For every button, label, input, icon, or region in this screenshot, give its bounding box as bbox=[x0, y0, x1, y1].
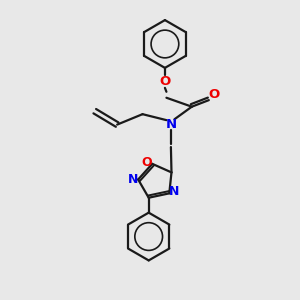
Text: N: N bbox=[165, 118, 176, 131]
Text: O: O bbox=[142, 156, 152, 169]
Text: N: N bbox=[169, 185, 179, 198]
Text: N: N bbox=[128, 173, 139, 186]
Text: O: O bbox=[159, 75, 171, 88]
Text: O: O bbox=[208, 88, 220, 101]
